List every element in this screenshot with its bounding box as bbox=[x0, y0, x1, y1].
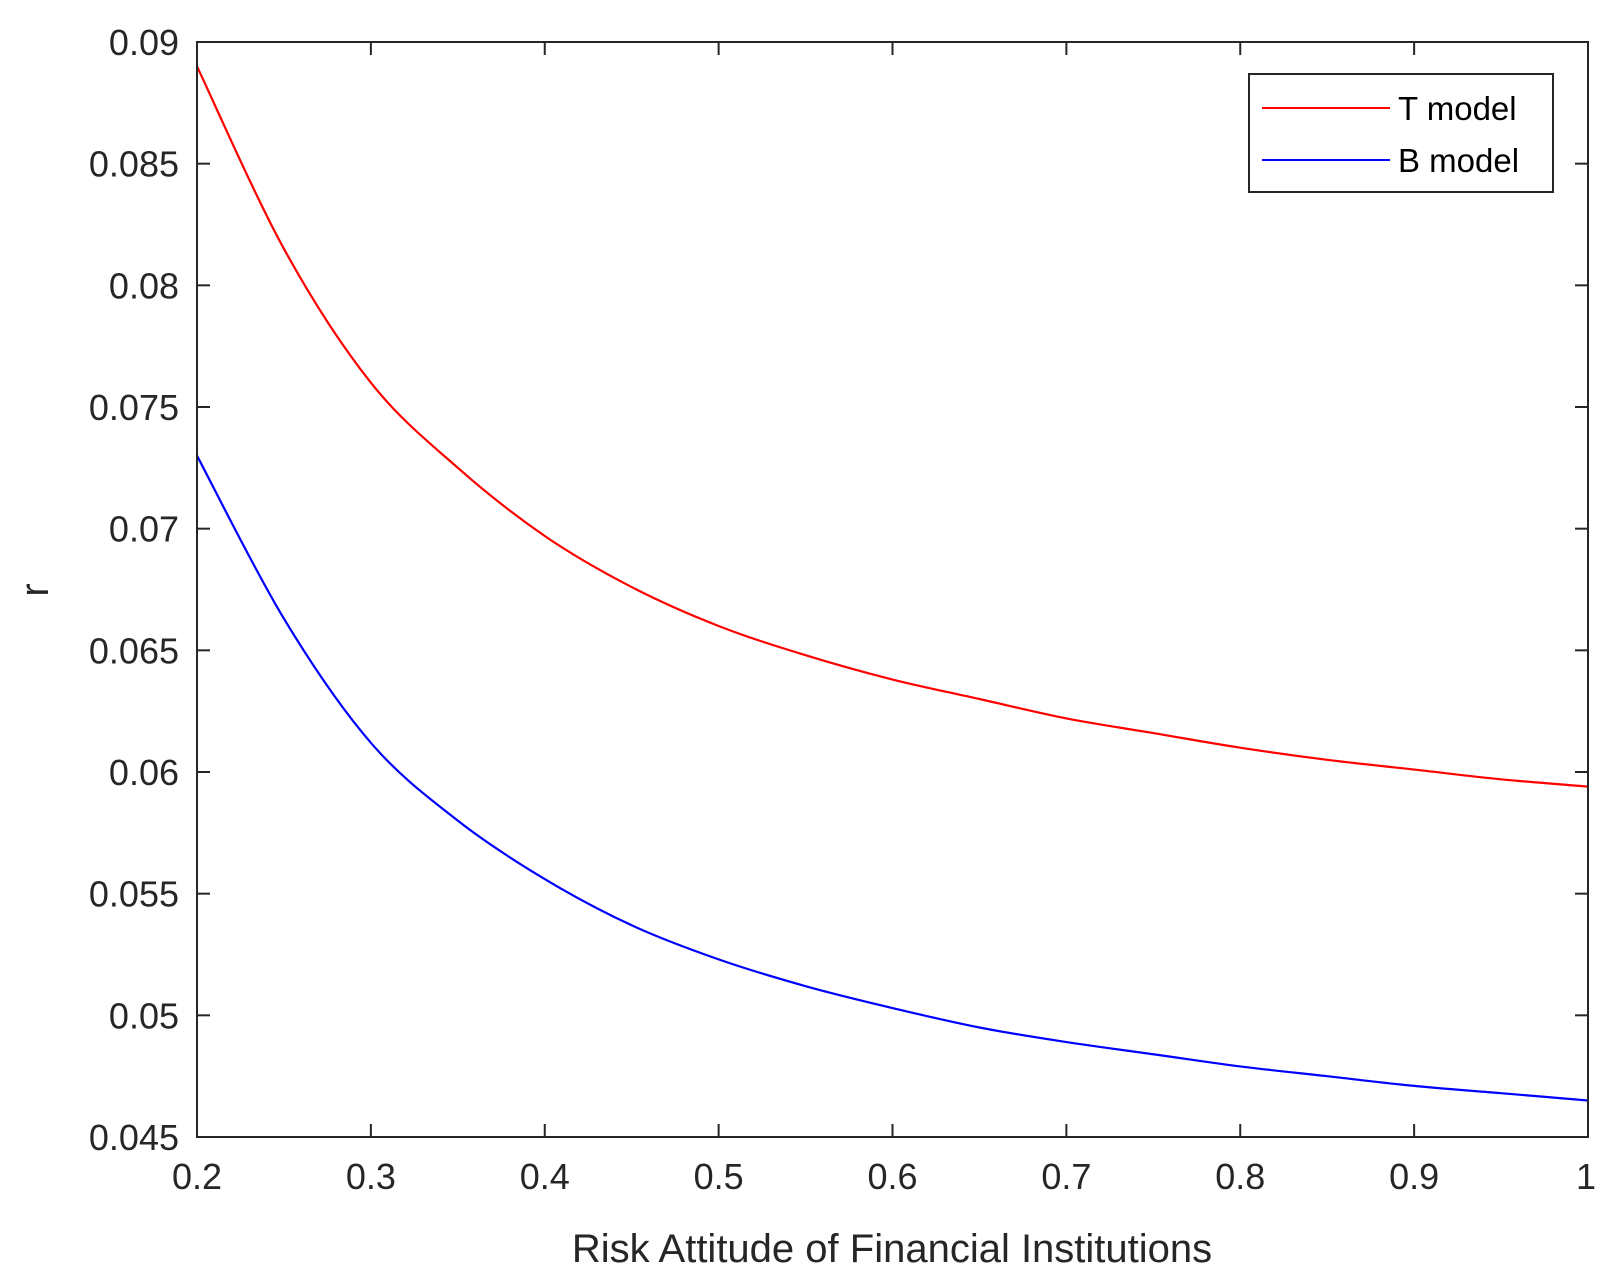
series-layer bbox=[196, 65, 1589, 1102]
x-tick-label: 0.9 bbox=[1389, 1156, 1439, 1197]
x-axis-label: Risk Attitude of Financial Institutions bbox=[572, 1227, 1212, 1271]
y-tick-label: 0.08 bbox=[109, 265, 179, 306]
ticks-layer bbox=[196, 41, 1589, 1138]
legend-label-b-model: B model bbox=[1398, 142, 1519, 179]
legend: T model B model bbox=[1248, 73, 1554, 193]
x-tick-label: 1 bbox=[1576, 1156, 1596, 1197]
y-tick-label: 0.07 bbox=[109, 509, 179, 550]
y-tick-label: 0.085 bbox=[89, 144, 179, 185]
x-tick-label: 0.6 bbox=[867, 1156, 917, 1197]
x-tick-label: 0.4 bbox=[520, 1156, 570, 1197]
y-tick-label: 0.055 bbox=[89, 874, 179, 915]
series-line-b-model bbox=[196, 455, 1589, 1102]
y-tick-label: 0.06 bbox=[109, 752, 179, 793]
y-tick-label: 0.065 bbox=[89, 630, 179, 671]
series-line-t-model bbox=[196, 65, 1589, 788]
x-tick-label: 0.3 bbox=[346, 1156, 396, 1197]
legend-box bbox=[1248, 73, 1554, 193]
y-axis-label: r bbox=[13, 583, 57, 596]
x-tick-label: 0.5 bbox=[694, 1156, 744, 1197]
tick-labels-layer: 0.2 0.3 0.4 0.5 0.6 0.7 0.8 0.9 1 0.045 0.05 0.055 0… bbox=[89, 22, 1596, 1197]
x-tick-label: 0.8 bbox=[1215, 1156, 1265, 1197]
x-tick-label: 0.2 bbox=[172, 1156, 222, 1197]
y-tick-label: 0.05 bbox=[109, 995, 179, 1036]
y-tick-label: 0.09 bbox=[109, 22, 179, 63]
x-tick-label: 0.7 bbox=[1041, 1156, 1091, 1197]
y-tick-label: 0.075 bbox=[89, 387, 179, 428]
y-tick-label: 0.045 bbox=[89, 1117, 179, 1158]
legend-label-t-model: T model bbox=[1398, 90, 1517, 127]
